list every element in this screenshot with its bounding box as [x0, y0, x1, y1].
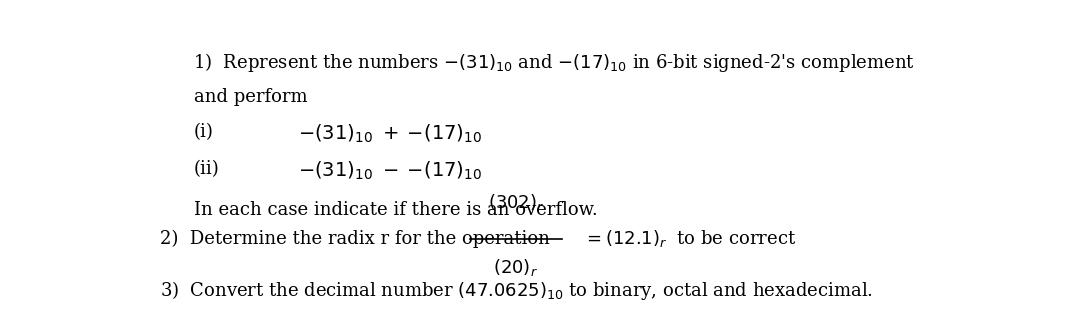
Text: $(302)_{r}$: $(302)_{r}$ [488, 192, 544, 213]
Text: $-(31)_{10}\ +-\!(17)_{10}$: $-(31)_{10}\ +-\!(17)_{10}$ [298, 123, 483, 145]
Text: $-(31)_{10}\ --\!(17)_{10}$: $-(31)_{10}\ --\!(17)_{10}$ [298, 160, 483, 183]
Text: 1)  Represent the numbers $-(31)_{10}$ and $-(17)_{10}$ in 6-bit signed-2's comp: 1) Represent the numbers $-(31)_{10}$ an… [192, 51, 915, 73]
Text: In each case indicate if there is an overflow.: In each case indicate if there is an ove… [193, 201, 597, 219]
Text: 2)  Determine the radix r for the operation: 2) Determine the radix r for the operati… [160, 230, 550, 248]
Text: 3)  Convert the decimal number $(47.0625)_{10}$ to binary, octal and hexadecimal: 3) Convert the decimal number $(47.0625)… [160, 279, 873, 302]
Text: and perform: and perform [193, 88, 307, 106]
Text: (ii): (ii) [193, 160, 219, 178]
Text: $= (12.1)_{r}\ $ to be correct: $= (12.1)_{r}\ $ to be correct [583, 228, 796, 249]
Text: $(20)_{r}$: $(20)_{r}$ [494, 257, 538, 278]
Text: (i): (i) [193, 123, 214, 141]
